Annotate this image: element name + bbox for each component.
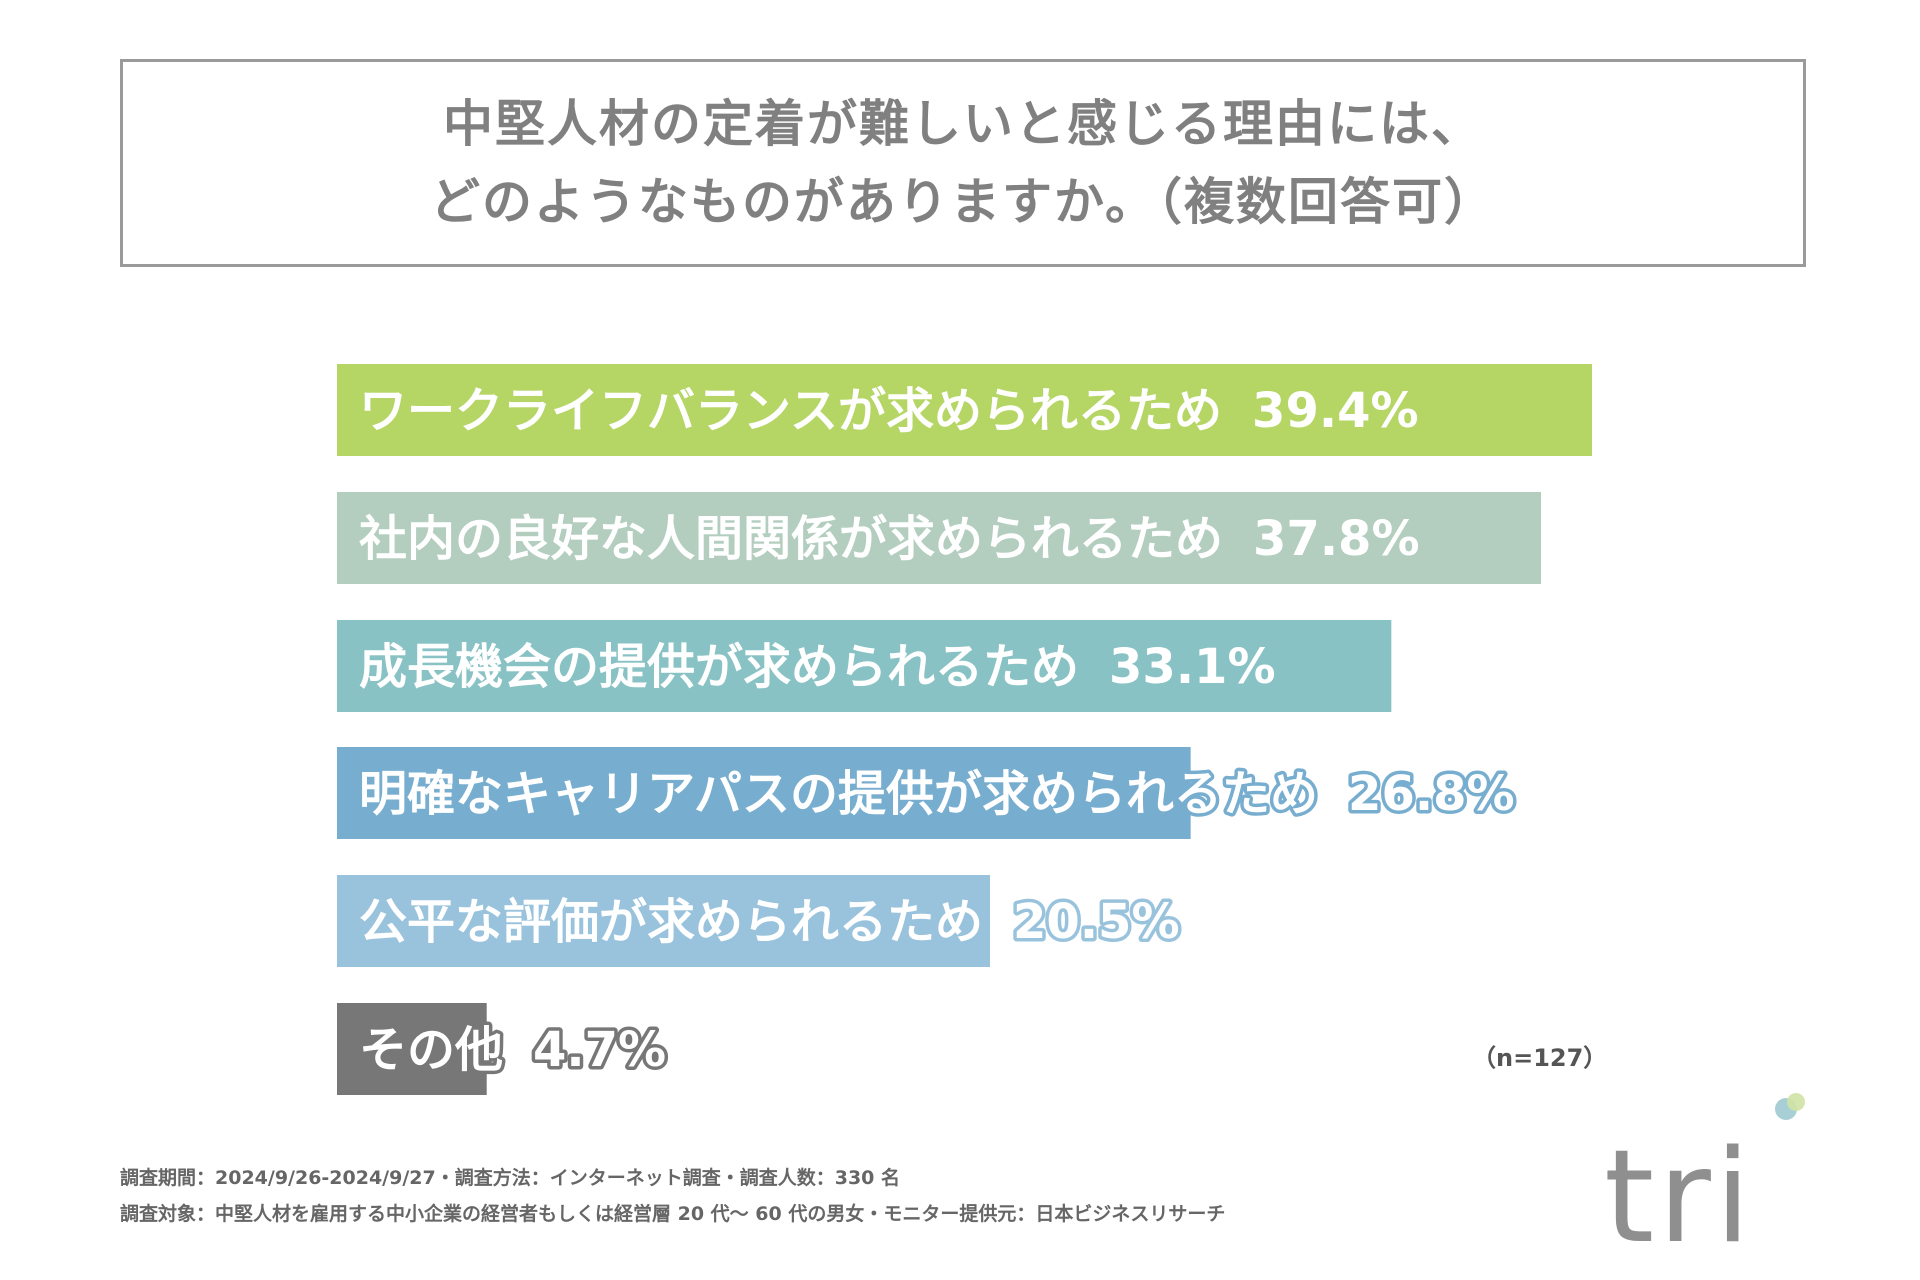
value-label-6: 4.7% <box>533 1022 666 1078</box>
footnote-survey-target: 調査対象：中堅人材を雇用する中小企業の経営者もしくは経営層 20 代〜 60 代… <box>120 1203 1226 1225</box>
tri-logo: tri <box>1604 1092 1814 1262</box>
chart-title-line-2: どのようなものがありますか。（複数回答可） <box>430 173 1496 231</box>
bar-4 <box>337 747 1191 839</box>
value-label-1: 39.4% <box>1252 383 1419 439</box>
bar-2 <box>337 492 1542 584</box>
value-label-5: 20.5% <box>1013 894 1180 950</box>
bar-label-1: ワークライフバランスが求められるため 39.4% <box>359 383 1419 439</box>
category-label-3: 成長機会の提供が求められるため <box>359 639 1079 695</box>
category-label-5: 公平な評価が求められるため <box>359 894 983 950</box>
category-label-4: 明確なキャリアパスの提供が求められるため <box>359 766 1318 822</box>
bar-label-4: 明確なキャリアパスの提供が求められるため 26.8% <box>359 766 1515 822</box>
value-label-2: 37.8% <box>1253 511 1420 567</box>
footnote-survey-period: 調査期間：2024/9/26-2024/9/27・調査方法：インターネット調査・… <box>120 1167 901 1189</box>
survey-footnotes: 調査期間：2024/9/26-2024/9/27・調査方法：インターネット調査・… <box>120 1160 1225 1232</box>
bar-label-5: 公平な評価が求められるため 20.5% <box>359 894 1180 950</box>
logo-dots-icon <box>1775 1093 1805 1120</box>
bar-label-2: 社内の良好な人間関係が求められるため 37.8% <box>359 511 1420 567</box>
bar-chart: ワークライフバランスが求められるため 39.4% 社内の良好な人間関係が求められるた… <box>337 364 1592 1095</box>
chart-title-line-1: 中堅人材の定着が難しいと感じる理由には、 <box>443 95 1483 153</box>
sample-size-note: （n=127） <box>1472 1044 1608 1072</box>
bar-3 <box>337 620 1392 712</box>
value-label-4: 26.8% <box>1348 766 1515 822</box>
bar-label-6: その他 4.7% <box>359 1022 666 1078</box>
value-label-3: 33.1% <box>1109 639 1276 695</box>
category-label-6: その他 <box>359 1022 503 1078</box>
bar-6 <box>337 1003 487 1095</box>
category-label-1: ワークライフバランスが求められるため <box>359 383 1222 439</box>
bar-label-3: 成長機会の提供が求められるため 33.1% <box>359 639 1276 695</box>
bar-1 <box>337 364 1592 456</box>
bar-5 <box>337 875 990 967</box>
category-label-2: 社内の良好な人間関係が求められるため <box>359 511 1223 567</box>
logo-text: tri <box>1604 1123 1755 1272</box>
title-box: 中堅人材の定着が難しいと感じる理由には、 どのようなものがありますか。（複数回答… <box>120 59 1806 267</box>
